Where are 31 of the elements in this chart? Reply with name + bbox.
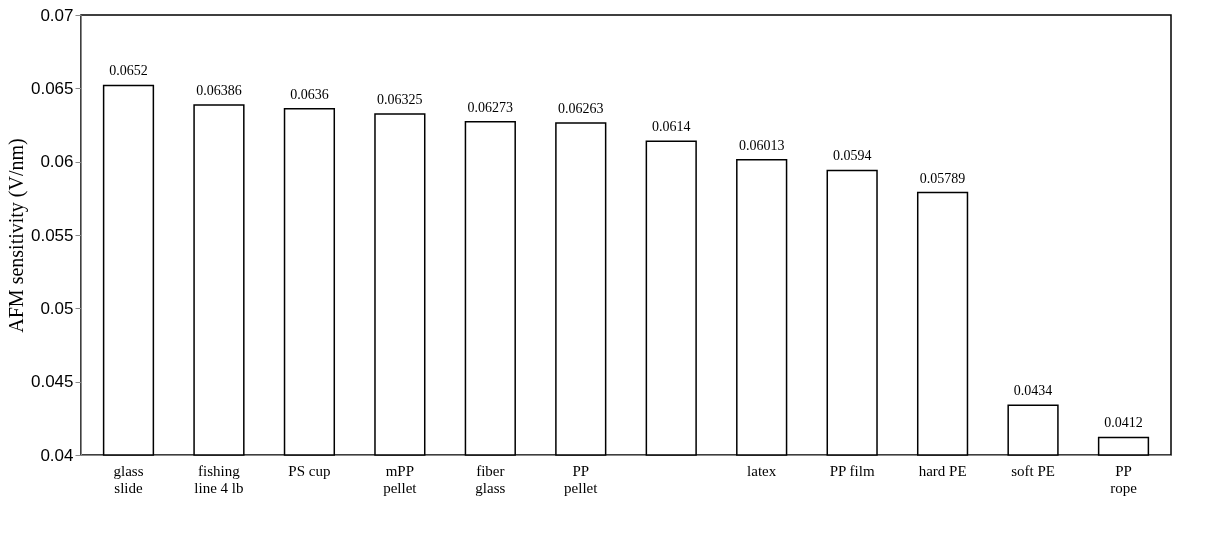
data-label: 0.06273 bbox=[467, 99, 514, 115]
data-label: 0.06263 bbox=[558, 101, 604, 117]
y-tick-label: 0.05 bbox=[40, 298, 74, 318]
data-label: 0.06325 bbox=[377, 92, 423, 107]
y-tick-label: 0.07 bbox=[40, 5, 74, 25]
x-tick-label: latex bbox=[747, 462, 777, 479]
y-tick-label: 0.055 bbox=[30, 225, 74, 245]
x-tick-label: glass slide bbox=[113, 462, 144, 496]
x-tick-label: PS cup bbox=[288, 462, 331, 479]
x-tick-label: PP pellet bbox=[564, 462, 599, 496]
data-label: 0.06013 bbox=[738, 137, 785, 153]
x-tick-label: mPP pellet bbox=[383, 462, 418, 496]
data-label: 0.0412 bbox=[1104, 415, 1143, 431]
x-tick-label: fiber glass bbox=[475, 462, 506, 496]
data-label: 0.0652 bbox=[109, 63, 148, 79]
x-tick-label: PP rope bbox=[1110, 462, 1138, 496]
data-label: 0.06386 bbox=[196, 83, 242, 99]
data-label: 0.0614 bbox=[651, 119, 691, 135]
y-tick-label: 0.04 bbox=[40, 445, 74, 465]
y-tick-label: 0.045 bbox=[30, 372, 74, 392]
y-tick-label: 0.065 bbox=[30, 78, 74, 98]
x-tick-label: PP film bbox=[829, 462, 875, 479]
y-tick-label: 0.06 bbox=[40, 152, 74, 172]
data-label: 0.0434 bbox=[1013, 383, 1053, 399]
x-tick-label: hard PE bbox=[918, 462, 967, 479]
x-tick-label: fishing line 4 lb bbox=[194, 462, 244, 496]
data-label: 0.0636 bbox=[290, 86, 329, 102]
y-axis-title: AFM sensitivity (V/nm) bbox=[4, 138, 28, 333]
data-label: 0.05789 bbox=[919, 170, 966, 186]
x-tick-label: soft PE bbox=[1011, 462, 1055, 479]
data-label: 0.0594 bbox=[832, 148, 872, 164]
